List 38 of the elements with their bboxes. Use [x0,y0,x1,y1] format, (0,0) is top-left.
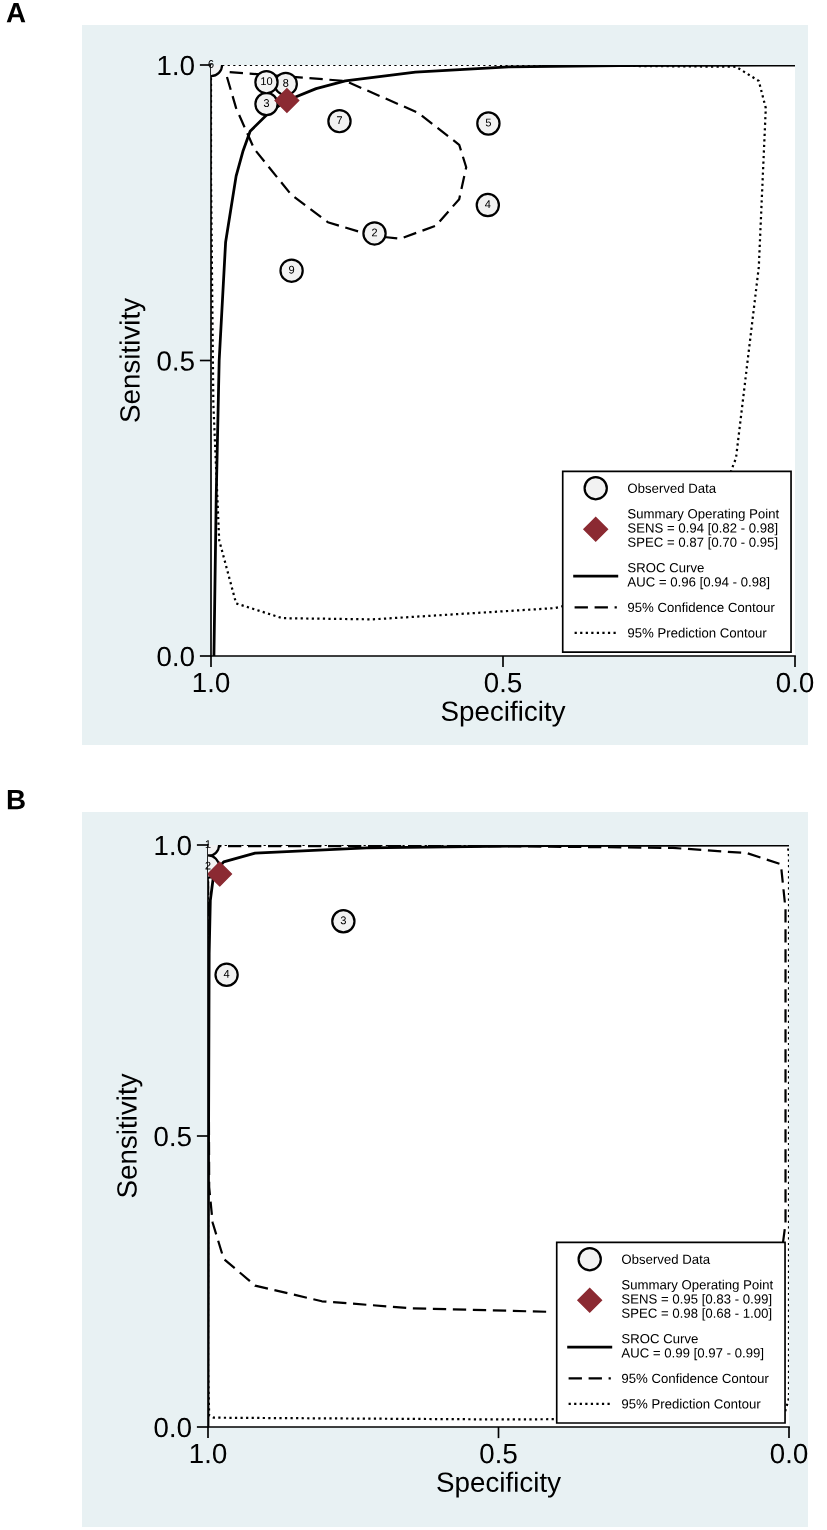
annotation: 4 [223,970,230,978]
y-tick-label: 0.5 [154,1126,191,1147]
x-axis-title: Specificity [441,700,566,727]
legend-label: 95% Confidence Contour [627,602,775,613]
y-tick-label: 0.0 [157,646,194,667]
annotation: 4 [484,200,491,208]
x-tick-label: 1.0 [193,672,230,693]
annotation: 9 [289,265,295,274]
annotation: 10 [261,77,273,86]
annotation: 7 [336,116,343,125]
legend-label: 95% Confidence Contour [621,1373,769,1384]
legend-label: Summary Operating Point SENS = 0.95 [0.83 - 0.99] SPEC = 0.98 [0.68 - 1.00] [621,1279,774,1321]
annotation: 3 [263,99,270,107]
x-tick-label: 0.5 [484,672,522,693]
x-tick-label: 0.0 [770,1443,808,1464]
y-tick-label: 0.0 [154,1417,191,1438]
legend-label: Observed Data [628,483,717,493]
annotation: 3 [340,916,346,925]
legend-label: 95% Prediction Contour [621,1398,761,1409]
annotation: 8 [283,79,289,87]
legend-label: SROC Curve AUC = 0.96 [0.94 - 0.98] [627,563,770,590]
legend-label: Observed Data [622,1254,711,1264]
annotation: 2 [371,228,378,237]
chart-title: A [6,3,26,23]
x-tick-label: 1.0 [190,1443,227,1464]
x-axis-title: Specificity [437,1471,561,1498]
legend-label: 95% Prediction Contour [627,627,767,638]
chart-title: B [7,790,25,810]
legend-label: SROC Curve AUC = 0.99 [0.97 - 0.99] [621,1334,764,1361]
y-tick-label: 1.0 [155,835,191,856]
y-axis-title: Sensitivity [116,1073,143,1198]
y-tick-label: 1.0 [158,55,194,76]
x-tick-label: 0.5 [480,1443,517,1464]
legend-label: Summary Operating Point SENS = 0.94 [0.82 - 0.98] SPEC = 0.87 [0.70 - 0.95] [627,508,780,550]
x-tick-label: 0.0 [776,672,814,693]
y-axis-title: Sensitivity [119,298,146,422]
y-tick-label: 0.5 [157,351,194,371]
annotation: 5 [485,118,492,127]
